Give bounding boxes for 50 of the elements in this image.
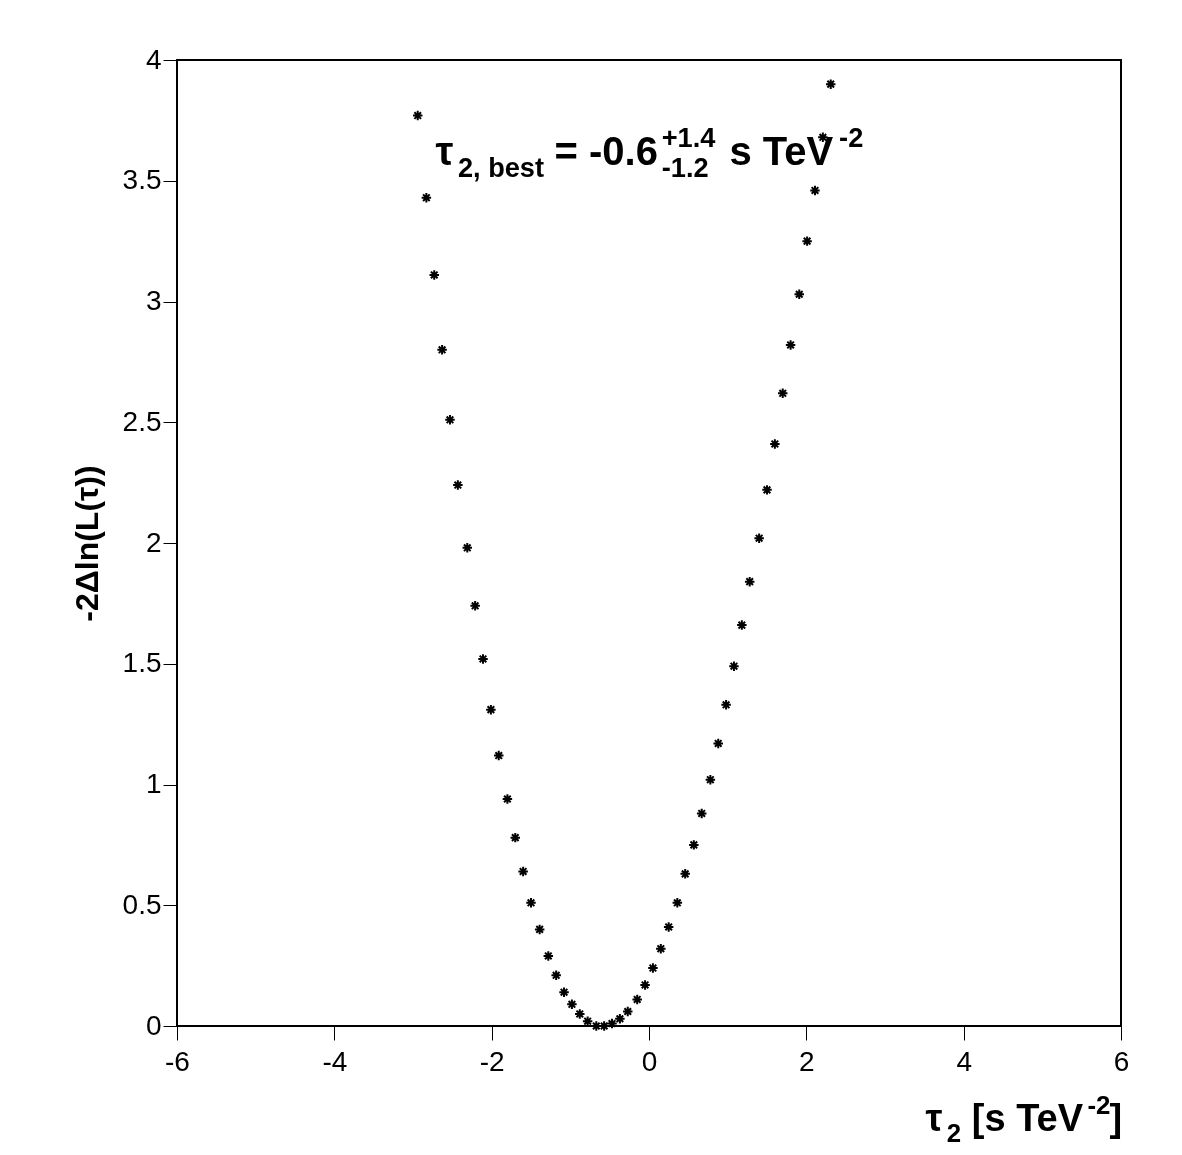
point [753, 532, 765, 544]
point [452, 479, 464, 491]
y-tick-label: 2 [145, 526, 162, 558]
y-axis-title: -2Δln(L(τ)) [68, 465, 105, 622]
point [469, 600, 481, 612]
y-tick-label: 1.5 [122, 647, 162, 679]
x-tick-label: -4 [322, 1045, 348, 1077]
point [493, 749, 505, 762]
point [728, 660, 740, 672]
point [647, 962, 659, 974]
point [436, 344, 448, 356]
point [662, 921, 675, 933]
point [525, 897, 537, 909]
point [769, 438, 781, 450]
y-tick-label: 0 [145, 1009, 162, 1041]
x-tick-label: 4 [956, 1045, 972, 1077]
point [679, 868, 691, 880]
point [712, 737, 724, 750]
x-tick-label: -6 [165, 1045, 190, 1077]
point [558, 986, 570, 998]
y-tick-label: 2.5 [122, 405, 162, 437]
point [793, 288, 805, 300]
point [695, 807, 708, 820]
point [801, 235, 813, 247]
point [809, 184, 821, 197]
point [736, 619, 748, 631]
point [671, 897, 684, 909]
y-tick-label: 4 [145, 43, 162, 75]
y-tick-label: 1 [145, 768, 162, 799]
point [444, 414, 456, 426]
point [761, 484, 773, 496]
y-tick-label: 3 [145, 285, 162, 316]
x-tick-label: -2 [479, 1045, 505, 1077]
x-tick-label: 6 [1113, 1045, 1130, 1077]
point [501, 793, 514, 805]
point [639, 979, 651, 991]
point [720, 699, 732, 711]
point [631, 993, 643, 1006]
point [542, 950, 555, 962]
point [574, 1008, 586, 1020]
point [688, 839, 700, 851]
x-tick-label: 2 [799, 1045, 815, 1077]
y-tick-label: 0.5 [122, 888, 162, 920]
point [533, 923, 546, 936]
point [477, 653, 489, 665]
point [428, 269, 440, 281]
y-tick-label: 3.5 [122, 164, 162, 196]
x-tick-label: 0 [641, 1045, 658, 1077]
point [784, 339, 797, 351]
point [517, 865, 529, 878]
